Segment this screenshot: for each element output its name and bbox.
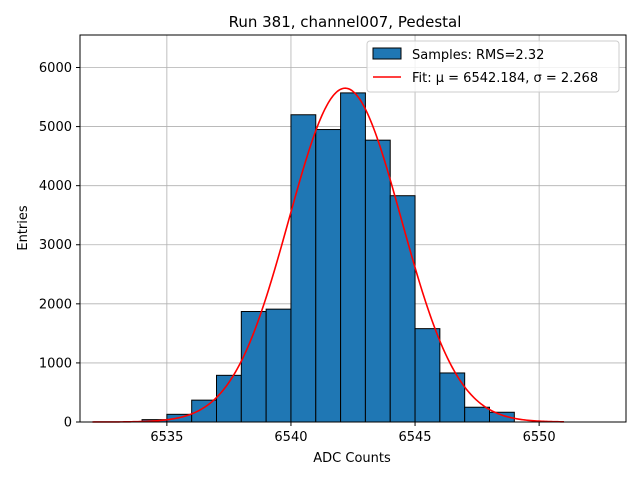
- histogram-bar: [439, 372, 466, 423]
- x-axis-ticks: 6535 6540 6545 6550: [150, 422, 556, 445]
- fit-curve: [92, 87, 564, 423]
- histogram-bar: [414, 328, 441, 423]
- histogram-bar: [191, 399, 218, 423]
- legend-box: [366, 40, 620, 93]
- y-axis-title: Entries: [16, 205, 31, 251]
- y-tick-label: 4000: [39, 179, 72, 194]
- x-tick-label: 6550: [523, 430, 556, 445]
- histogram-bar: [240, 311, 267, 423]
- y-axis-ticks: 0 1000 2000 3000 4000 5000 6000: [39, 61, 80, 431]
- y-tick-label: 5000: [39, 120, 72, 135]
- legend-swatch-samples: [372, 47, 402, 60]
- y-tick-label: 3000: [39, 238, 72, 253]
- histogram-bar: [315, 129, 342, 423]
- axes-frame: [79, 34, 627, 423]
- y-tick-label: 1000: [39, 356, 72, 371]
- x-tick-label: 6545: [398, 430, 431, 445]
- histogram-bar: [340, 92, 366, 423]
- histogram-bars: [141, 92, 515, 423]
- y-tick-label: 2000: [39, 297, 72, 312]
- chart-title: Run 381, channel007, Pedestal: [229, 13, 462, 31]
- histogram-bar: [464, 406, 491, 423]
- x-tick-label: 6540: [274, 430, 307, 445]
- histogram-bar: [265, 308, 292, 423]
- legend-label-fit: Fit: μ = 6542.184, σ = 2.268: [412, 71, 598, 86]
- y-tick-label: 6000: [39, 61, 72, 76]
- x-axis-title: ADC Counts: [313, 451, 391, 466]
- y-tick-label: 0: [64, 416, 72, 431]
- histogram-bar: [389, 195, 416, 423]
- x-tick-label: 6535: [150, 430, 183, 445]
- histogram-bar: [290, 114, 317, 423]
- histogram-bar: [364, 139, 391, 423]
- legend-label-samples: Samples: RMS=2.32: [412, 48, 544, 63]
- legend: Samples: RMS=2.32 Fit: μ = 6542.184, σ =…: [366, 40, 620, 93]
